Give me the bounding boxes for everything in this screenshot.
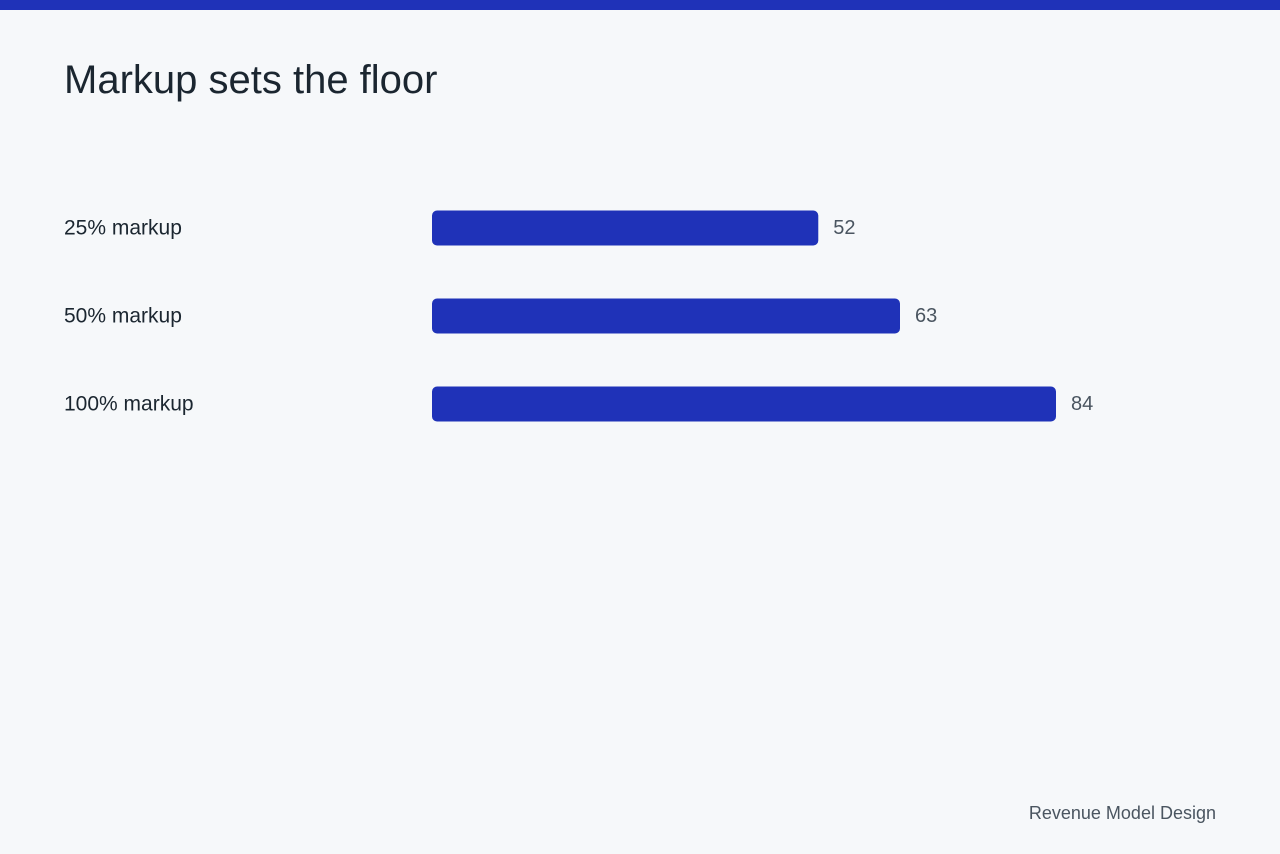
bar [432,386,1056,422]
category-label: 100% markup [64,393,194,416]
footer-deck-name: Revenue Model Design [1028,803,1216,823]
category-label: 25% markup [64,217,182,240]
bar [432,298,900,334]
category-label: 50% markup [64,305,182,328]
slide-title: Markup sets the floor [64,58,438,102]
data-label: 84 [1071,393,1093,415]
bar [432,210,819,246]
data-label: 63 [915,305,937,327]
data-label: 52 [833,217,855,239]
top-accent-rule [0,0,1280,10]
